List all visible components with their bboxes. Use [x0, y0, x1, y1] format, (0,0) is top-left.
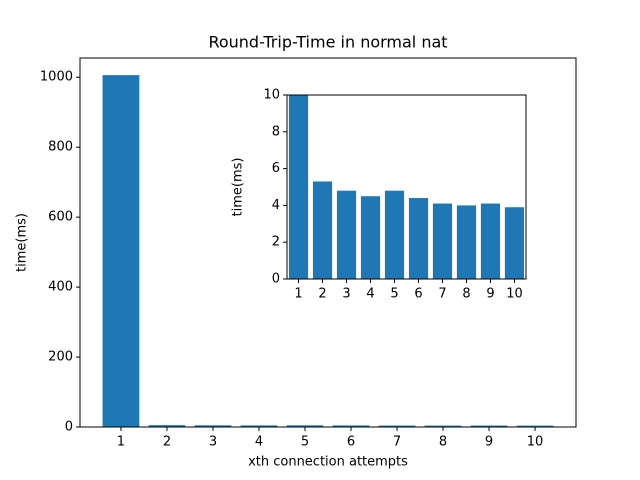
bar [504, 207, 525, 279]
bars [288, 95, 525, 279]
x-axis-label: xth connection attempts [248, 455, 408, 470]
x-tick-label: 3 [342, 287, 350, 302]
axes-frame [286, 94, 527, 280]
x-tick-label: 1 [294, 287, 302, 302]
x-tick-label: 2 [163, 435, 171, 450]
x-tick-label: 1 [117, 435, 125, 450]
y-tick-label: 200 [48, 350, 73, 365]
bar [516, 425, 554, 427]
y-tick-label: 0 [272, 272, 280, 287]
bar [360, 196, 381, 279]
bar [286, 425, 324, 427]
y-tick-label: 8 [272, 124, 280, 139]
y-tick-label: 1000 [40, 70, 73, 85]
bar [332, 425, 370, 427]
y-tick-label: 800 [48, 140, 73, 155]
x-tick-label: 9 [485, 435, 493, 450]
bar [432, 203, 453, 279]
y-tick-label: 400 [48, 280, 73, 295]
y-axis-label: time(ms) [231, 158, 246, 217]
bar [102, 75, 140, 427]
bar [470, 425, 508, 427]
bar [194, 425, 232, 427]
y-tick-label: 2 [272, 235, 280, 250]
x-tick-label: 6 [347, 435, 355, 450]
y-axis-label: time(ms) [15, 213, 30, 272]
x-tick-label: 4 [366, 287, 374, 302]
chart-title: Round-Trip-Time in normal nat [208, 33, 447, 52]
x-tick-label: 5 [390, 287, 398, 302]
x-tick-label: 5 [301, 435, 309, 450]
x-tick-label: 8 [462, 287, 470, 302]
x-tick-label: 3 [209, 435, 217, 450]
bar [424, 425, 462, 427]
x-tick-label: 7 [438, 287, 446, 302]
bar [480, 203, 501, 279]
x-tick-label: 10 [527, 435, 544, 450]
x-tick-label: 8 [439, 435, 447, 450]
x-tick-label: 2 [318, 287, 326, 302]
y-tick-label: 10 [263, 88, 280, 103]
bar [384, 190, 405, 279]
bars [102, 75, 554, 427]
x-tick-label: 9 [486, 287, 494, 302]
y-tick-label: 600 [48, 210, 73, 225]
y-tick-label: 6 [272, 161, 280, 176]
bar [288, 95, 309, 279]
x-tick-label: 7 [393, 435, 401, 450]
x-tick-label: 4 [255, 435, 263, 450]
bar [240, 425, 278, 427]
bar [408, 198, 429, 279]
x-tick-label: 6 [414, 287, 422, 302]
axes-frame [79, 57, 577, 428]
bar [378, 425, 416, 427]
y-tick-label: 0 [65, 420, 73, 435]
y-tick-label: 4 [272, 198, 280, 213]
bar [456, 205, 477, 279]
bar [148, 425, 186, 427]
bar [312, 181, 333, 279]
x-tick-label: 10 [506, 287, 523, 302]
bar [336, 190, 357, 279]
